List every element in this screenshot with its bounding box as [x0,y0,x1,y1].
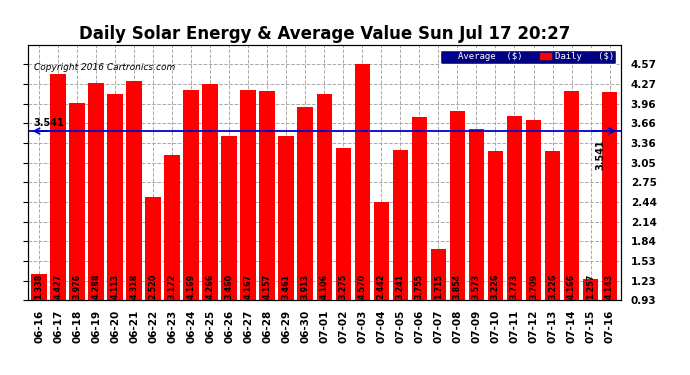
Text: 4.106: 4.106 [319,274,329,299]
Bar [488,152,503,300]
Bar [450,111,465,300]
Text: 4.166: 4.166 [567,274,576,299]
Text: 3.913: 3.913 [301,274,310,299]
Bar [355,64,370,300]
Text: 4.266: 4.266 [206,273,215,299]
Bar [31,274,47,300]
Bar [564,91,580,300]
Bar [393,150,408,300]
Bar [202,84,218,300]
Bar [50,74,66,300]
Text: 1.257: 1.257 [586,273,595,299]
Bar [221,136,237,300]
Text: 1.338: 1.338 [34,273,43,299]
Text: 3.460: 3.460 [225,274,234,299]
Text: 4.570: 4.570 [358,274,367,299]
Bar [431,249,446,300]
Bar [146,197,161,300]
Text: 3.541: 3.541 [595,139,605,170]
Text: 3.226: 3.226 [548,273,557,299]
Text: 3.241: 3.241 [396,273,405,299]
Text: 4.157: 4.157 [263,274,272,299]
Text: 4.288: 4.288 [92,273,101,299]
Text: 3.573: 3.573 [472,274,481,299]
Bar [602,92,618,300]
Text: 3.854: 3.854 [453,273,462,299]
Text: 4.318: 4.318 [130,273,139,299]
Bar [184,90,199,300]
Bar [297,107,313,300]
Bar [583,279,598,300]
Text: Copyright 2016 Cartronics.com: Copyright 2016 Cartronics.com [34,63,175,72]
Text: 1.715: 1.715 [434,274,443,299]
Legend: Average  ($), Daily   ($): Average ($), Daily ($) [440,50,616,64]
Bar [164,155,180,300]
Bar [259,91,275,300]
Text: 3.226: 3.226 [491,273,500,299]
Bar [526,120,542,300]
Text: 2.520: 2.520 [148,273,157,299]
Bar [412,117,427,300]
Text: 3.275: 3.275 [339,273,348,299]
Text: 3.773: 3.773 [510,274,519,299]
Text: 3.976: 3.976 [72,274,81,299]
Bar [107,94,123,300]
Text: 3.755: 3.755 [415,274,424,299]
Bar [88,82,104,300]
Bar [469,129,484,300]
Text: 2.442: 2.442 [377,273,386,299]
Bar [126,81,142,300]
Title: Daily Solar Energy & Average Value Sun Jul 17 20:27: Daily Solar Energy & Average Value Sun J… [79,26,570,44]
Text: 3.709: 3.709 [529,274,538,299]
Bar [335,148,351,300]
Text: 4.167: 4.167 [244,274,253,299]
Text: 4.143: 4.143 [605,274,614,299]
Bar [279,136,294,300]
Bar [69,103,85,300]
Text: 3.541: 3.541 [33,118,64,128]
Text: 4.113: 4.113 [110,274,119,299]
Text: 4.169: 4.169 [187,274,196,299]
Text: 3.461: 3.461 [282,274,290,299]
Bar [544,152,560,300]
Bar [506,116,522,300]
Text: 4.427: 4.427 [54,273,63,299]
Bar [373,202,389,300]
Bar [240,90,256,300]
Bar [317,94,332,300]
Text: 3.172: 3.172 [168,273,177,299]
